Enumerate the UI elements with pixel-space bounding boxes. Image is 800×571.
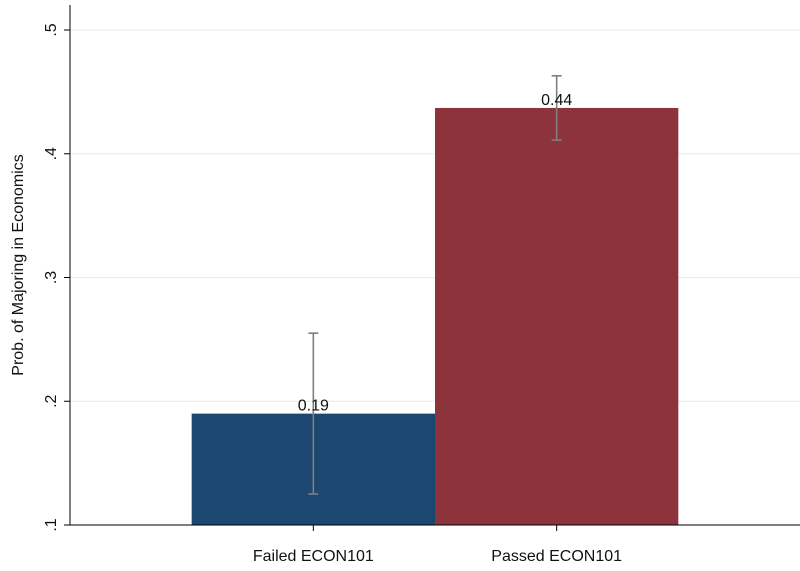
y-tick-label: .2 bbox=[43, 394, 60, 407]
error-bar bbox=[308, 332, 319, 495]
x-tick-label: Failed ECON101 bbox=[253, 548, 374, 565]
x-ticks: Failed ECON101 Passed ECON101 bbox=[253, 525, 622, 565]
y-tick-label: .3 bbox=[43, 271, 60, 284]
axes bbox=[69, 5, 800, 526]
y-tick-label: .1 bbox=[43, 518, 60, 531]
y-tick-label: .5 bbox=[43, 23, 60, 36]
y-axis-label: Prob. of Majoring in Economics bbox=[10, 154, 27, 375]
y-tick-label: .4 bbox=[43, 147, 60, 160]
error-bar bbox=[551, 74, 562, 141]
value-labels: 0.19 0.44 bbox=[298, 92, 573, 415]
bars bbox=[191, 107, 679, 526]
value-label: 0.44 bbox=[541, 92, 572, 109]
value-label: 0.19 bbox=[298, 398, 329, 415]
x-tick-label: Passed ECON101 bbox=[491, 548, 622, 565]
y-ticks: .1 .2 .3 .4 .5 bbox=[43, 23, 70, 532]
error-bars bbox=[308, 74, 562, 495]
bar-passed bbox=[435, 107, 679, 526]
